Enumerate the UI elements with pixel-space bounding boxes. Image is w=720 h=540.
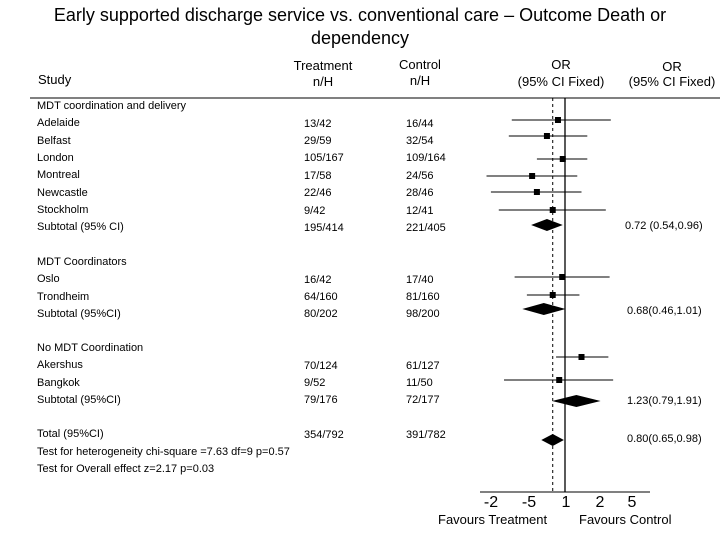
control-value: 28/46 (406, 187, 434, 199)
study-point-estimate (549, 292, 556, 298)
subtotal-treatment: 80/202 (304, 308, 338, 320)
group-name: No MDT Coordination (37, 342, 144, 354)
header-control-2: n/H (409, 73, 431, 88)
study-name: Adelaide (37, 117, 80, 129)
subtotal-or: 0.68(0.46,1.01) (627, 305, 702, 317)
treatment-value: 22/46 (304, 187, 332, 199)
study-name: Trondheim (37, 291, 90, 303)
treatment-value: 70/124 (304, 360, 338, 372)
total-or: 0.80(0.65,0.98) (627, 433, 702, 445)
subtotal-or: 1.23(0.79,1.91) (627, 395, 702, 407)
study-point-estimate (543, 133, 550, 139)
study-name: Newcastle (37, 187, 88, 199)
pooled-diamond (531, 219, 563, 231)
tick-label: 5 (627, 494, 637, 511)
control-value: 61/127 (406, 360, 440, 372)
subtotal-control: 221/405 (406, 222, 446, 234)
overall-effect-test: Test for Overall effect z=2.17 p=0.03 (37, 463, 215, 475)
chart-title-line-1: Early supported discharge service vs. co… (53, 5, 667, 25)
control-value: 12/41 (406, 205, 434, 217)
pooled-diamond (541, 434, 564, 446)
tick-label: 1 (561, 494, 571, 511)
favours-control-label: Favours Control (579, 512, 672, 527)
treatment-value: 9/52 (304, 377, 326, 389)
study-point-estimate (559, 156, 566, 162)
header-or-plot-1: OR (551, 57, 571, 72)
study-name: Oslo (37, 273, 60, 285)
study-name: Montreal (37, 169, 80, 181)
header-control-1: Control (399, 57, 441, 72)
control-value: 11/50 (406, 377, 433, 389)
total-control: 391/782 (406, 429, 446, 441)
heterogeneity-test: Test for heterogeneity chi-square =7.63 … (37, 446, 290, 458)
group-name: MDT Coordinators (37, 256, 127, 268)
study-point-estimate (559, 274, 566, 280)
study-point-estimate (578, 354, 585, 360)
header-or-plot-2: (95% CI Fixed) (517, 74, 605, 89)
study-point-estimate (533, 189, 540, 195)
treatment-value: 29/59 (304, 135, 332, 147)
control-value: 109/164 (406, 152, 446, 164)
header-or-value-1: OR (662, 59, 682, 74)
study-point-estimate (549, 207, 556, 213)
tick-label: 2 (595, 494, 605, 511)
subtotal-treatment: 195/414 (304, 222, 344, 234)
header-treatment-2: n/H (312, 74, 334, 89)
treatment-value: 17/58 (304, 170, 332, 182)
subtotal-control: 72/177 (406, 394, 440, 406)
study-name: Stockholm (37, 204, 89, 216)
subtotal-label: Subtotal (95%CI) (37, 394, 121, 406)
subtotal-or: 0.72 (0.54,0.96) (625, 220, 703, 232)
header-or-value-2: (95% CI Fixed) (628, 74, 716, 89)
study-name: Akershus (37, 359, 83, 371)
treatment-value: 13/42 (304, 118, 332, 130)
control-value: 24/56 (406, 170, 434, 182)
favours-treatment-label: Favours Treatment (438, 512, 548, 527)
study-point-estimate (554, 117, 561, 123)
group-name: MDT coordination and delivery (37, 100, 186, 112)
subtotal-label: Subtotal (95%CI) (37, 308, 121, 320)
control-value: 16/44 (406, 118, 434, 130)
chart-title-line-2: dependency (310, 28, 410, 48)
control-value: 32/54 (406, 135, 434, 147)
tick-label: -2 (483, 494, 499, 511)
control-value: 81/160 (406, 291, 440, 303)
subtotal-control: 98/200 (406, 308, 440, 320)
header-treatment-1: Treatment (293, 58, 353, 73)
treatment-value: 105/167 (304, 152, 344, 164)
subtotal-label: Subtotal (95% CI) (37, 221, 124, 233)
treatment-value: 16/42 (304, 274, 332, 286)
study-name: Bangkok (37, 377, 80, 389)
total-label: Total (95%CI) (37, 428, 104, 440)
pooled-diamond (552, 395, 601, 407)
tick-label: -5 (521, 494, 537, 511)
study-point-estimate (556, 377, 563, 383)
study-name: London (37, 152, 74, 164)
total-treatment: 354/792 (304, 429, 344, 441)
study-name: Belfast (37, 135, 71, 147)
header-study: Study (38, 72, 72, 87)
subtotal-treatment: 79/176 (304, 394, 338, 406)
treatment-value: 9/42 (304, 205, 326, 217)
control-value: 17/40 (406, 274, 434, 286)
pooled-diamond (522, 303, 566, 315)
study-point-estimate (529, 173, 536, 179)
treatment-value: 64/160 (304, 291, 338, 303)
